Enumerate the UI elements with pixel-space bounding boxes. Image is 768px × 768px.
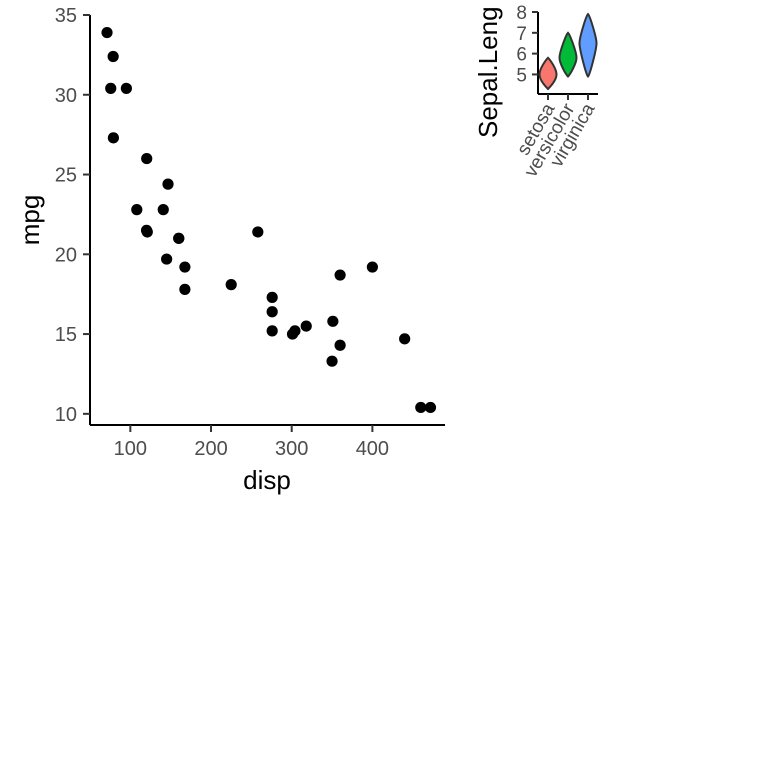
scatter-point bbox=[286, 328, 299, 340]
scatter-point bbox=[334, 339, 346, 351]
scatter-point bbox=[105, 82, 117, 94]
violin-shapes bbox=[538, 12, 598, 91]
scatter-y-tick-label: 20 bbox=[55, 244, 77, 266]
violin-y-tick-label: 5 bbox=[516, 65, 527, 86]
scatter-point bbox=[101, 26, 113, 39]
scatter-point bbox=[366, 261, 378, 273]
scatter-point bbox=[141, 152, 153, 165]
scatter-point bbox=[141, 226, 153, 238]
scatter-point bbox=[252, 226, 264, 238]
scatter-point bbox=[424, 401, 437, 414]
scatter-point bbox=[107, 132, 119, 144]
scatter-point bbox=[327, 315, 339, 327]
scatter-x-ticks: 100 200 300 400 bbox=[114, 425, 389, 460]
violin-y-axis-title: Sepal.Leng bbox=[473, 6, 503, 138]
violin-y-tick-label: 8 bbox=[516, 3, 527, 24]
scatter-points bbox=[101, 26, 437, 414]
scatter-point bbox=[162, 178, 174, 190]
scatter-point bbox=[266, 325, 278, 337]
scatter-point bbox=[266, 291, 278, 303]
scatter-x-tick-label: 300 bbox=[275, 438, 308, 460]
scatter-x-tick-label: 100 bbox=[114, 438, 147, 460]
scatter-y-tick-label: 15 bbox=[55, 324, 77, 346]
scatter-point bbox=[266, 306, 278, 318]
scatter-point bbox=[225, 279, 237, 291]
scatter-point bbox=[334, 269, 346, 281]
scatter-x-axis-title: disp bbox=[243, 465, 291, 495]
scatter-point bbox=[131, 204, 143, 216]
scatter-y-tick-label: 25 bbox=[55, 165, 77, 187]
scatter-y-tick-label: 30 bbox=[55, 85, 77, 107]
scatter-point bbox=[300, 320, 312, 332]
scatter-y-tick-label: 35 bbox=[55, 5, 77, 27]
scatter-point bbox=[107, 50, 119, 63]
scatter-x-tick-label: 400 bbox=[356, 438, 389, 460]
scatter-point bbox=[173, 232, 185, 244]
scatter-y-ticks: 10 15 20 25 30 35 bbox=[55, 5, 90, 426]
scatter-point bbox=[326, 355, 338, 367]
scatter-y-axis-title: mpg bbox=[15, 195, 45, 246]
scatter-plot: 100 200 300 400 10 15 20 25 30 35 disp mpg bbox=[15, 5, 445, 495]
scatter-point bbox=[179, 261, 191, 273]
violin-y-tick-label: 7 bbox=[516, 24, 527, 45]
scatter-point bbox=[415, 401, 427, 414]
scatter-y-tick-label: 10 bbox=[55, 404, 77, 426]
violin-setosa bbox=[538, 56, 558, 91]
violin-virginica bbox=[578, 12, 598, 78]
scatter-point bbox=[179, 283, 191, 295]
scatter-x-tick-label: 200 bbox=[194, 438, 227, 460]
scatter-point bbox=[157, 204, 169, 216]
scatter-point bbox=[399, 333, 411, 345]
violin-y-tick-label: 6 bbox=[516, 45, 527, 66]
scatter-point bbox=[161, 253, 173, 265]
scatter-point bbox=[120, 82, 132, 94]
violin-versicolor bbox=[558, 31, 578, 78]
